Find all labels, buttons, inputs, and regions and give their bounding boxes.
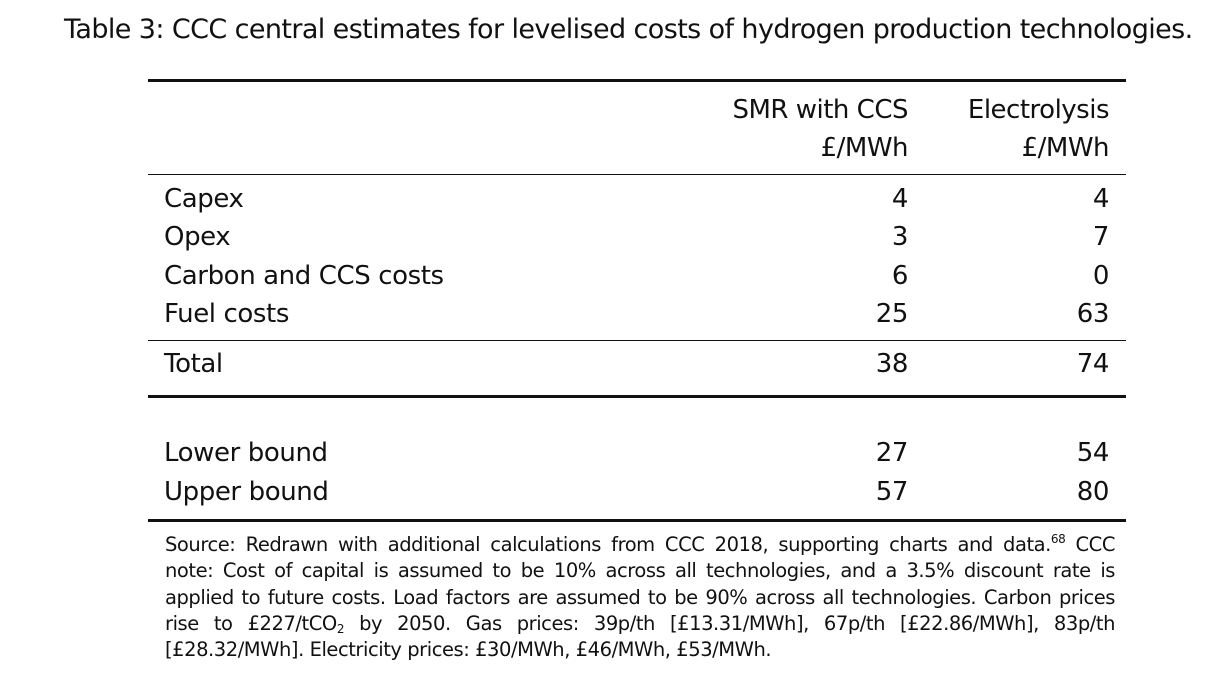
cost-table: SMR with CCS £/MWh Electrolysis £/MWh Ca… xyxy=(148,79,1126,523)
row-label: Capex xyxy=(164,184,244,214)
table-row: Lower bound 27 54 xyxy=(148,434,1126,472)
total-row: Total 38 74 xyxy=(148,345,1126,383)
column-header-electrolysis-unit: £/MWh xyxy=(1021,133,1110,163)
table-row: Capex 4 4 xyxy=(148,180,1126,218)
total-electrolysis-value: 74 xyxy=(1076,349,1110,380)
smr-value: 57 xyxy=(875,476,909,507)
bounds-section: Lower bound 27 54 Upper bound 57 80 xyxy=(148,398,1126,519)
total-smr-value: 38 xyxy=(875,349,909,380)
column-header-electrolysis-name: Electrolysis xyxy=(967,95,1110,125)
co2-subscript: 2 xyxy=(336,621,345,636)
bottom-rule xyxy=(148,519,1126,523)
column-header-electrolysis: Electrolysis £/MWh xyxy=(967,91,1110,167)
cost-rows: Capex 4 4 Opex 3 7 Carbon and CCS costs … xyxy=(148,175,1126,340)
smr-value: 4 xyxy=(891,184,909,214)
total-rule xyxy=(148,340,1126,342)
electrolysis-value: 0 xyxy=(1092,260,1110,291)
column-header-smr-name: SMR with CCS xyxy=(732,95,908,125)
row-label: Lower bound xyxy=(164,438,328,469)
row-label: Opex xyxy=(164,222,231,253)
smr-value: 25 xyxy=(875,298,909,329)
table-note: Source: Redrawn with additional calculat… xyxy=(165,532,1115,663)
smr-value: 6 xyxy=(891,260,909,291)
header-rule xyxy=(148,174,1126,175)
table-row: Fuel costs 25 63 xyxy=(148,295,1126,333)
smr-value: 27 xyxy=(875,438,909,469)
electrolysis-value: 4 xyxy=(1092,184,1110,214)
note-prices-text: by 2050. Gas prices: 39p/th [£13.31/MWh]… xyxy=(165,611,1116,662)
table-row: Upper bound 57 80 xyxy=(148,473,1126,511)
note-assumptions-text: CCC note: Cost of capital is assumed to … xyxy=(165,533,1115,635)
smr-value: 3 xyxy=(891,222,909,253)
note-source-text: Source: Redrawn with additional calculat… xyxy=(165,533,1051,556)
total-section: Total 38 74 xyxy=(148,341,1126,395)
electrolysis-value: 54 xyxy=(1076,438,1110,469)
row-label: Carbon and CCS costs xyxy=(164,260,444,291)
table-header: SMR with CCS £/MWh Electrolysis £/MWh xyxy=(148,82,1126,174)
table-row: Opex 3 7 xyxy=(148,218,1126,256)
table-row: Carbon and CCS costs 6 0 xyxy=(148,257,1126,295)
table-caption: Table 3: CCC central estimates for level… xyxy=(64,14,1193,45)
footnote-reference: 68 xyxy=(1050,532,1066,546)
total-bottom-rule xyxy=(148,395,1126,399)
row-label: Upper bound xyxy=(164,476,329,507)
electrolysis-value: 63 xyxy=(1076,298,1110,329)
total-label: Total xyxy=(164,349,223,380)
top-rule xyxy=(148,79,1126,82)
column-header-smr-unit: £/MWh xyxy=(820,133,909,163)
electrolysis-value: 7 xyxy=(1092,222,1110,253)
column-header-smr: SMR with CCS £/MWh xyxy=(732,91,908,167)
row-label: Fuel costs xyxy=(164,298,289,329)
electrolysis-value: 80 xyxy=(1076,476,1110,507)
